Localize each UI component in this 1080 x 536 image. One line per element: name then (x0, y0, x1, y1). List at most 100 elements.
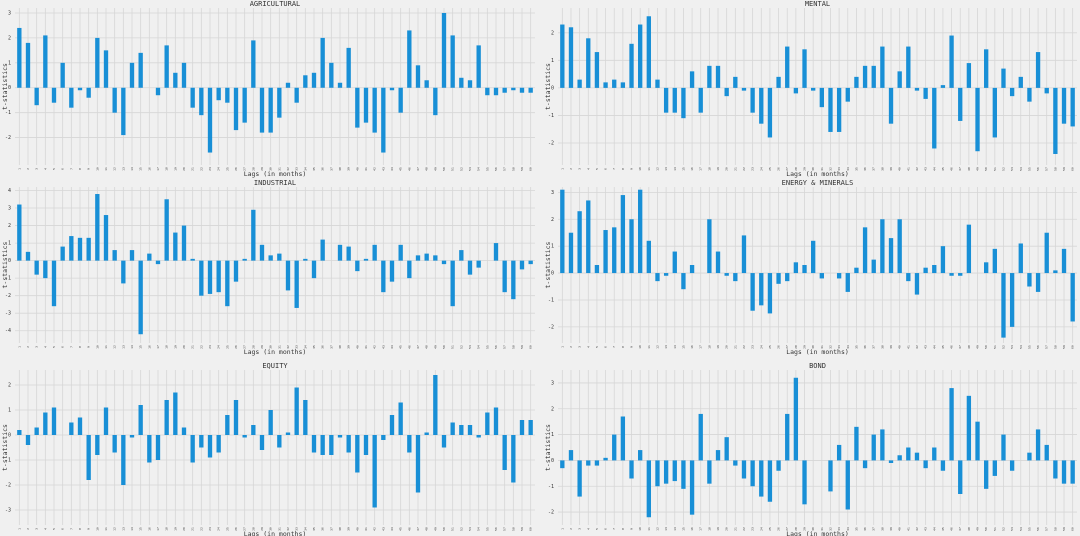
x-tick-label: 57 (1045, 167, 1049, 171)
x-tick-label: 35 (854, 527, 858, 531)
bar (638, 189, 643, 274)
bar (355, 87, 360, 128)
bar (1035, 429, 1041, 461)
bar (715, 65, 721, 88)
x-tick-label: 4 (43, 346, 47, 348)
x-tick-label: 55 (485, 167, 489, 171)
y-tick-label: 2 (551, 217, 554, 223)
x-tick-label: 6 (604, 168, 608, 170)
bar (181, 225, 187, 261)
bar (992, 460, 997, 476)
x-tick-label: 57 (503, 527, 507, 531)
x-tick-label: 49 (433, 167, 437, 171)
x-tick-label: 24 (217, 527, 221, 531)
x-tick-label: 22 (199, 167, 203, 171)
x-tick-label: 5 (52, 168, 56, 170)
bar (225, 415, 230, 435)
x-axis-label: Lags (in months) (786, 170, 849, 178)
bar (511, 260, 516, 300)
x-tick-label: 31 (277, 345, 281, 349)
bar (485, 87, 490, 96)
bar (329, 62, 334, 88)
y-tick-label: 1 (551, 244, 554, 250)
bar (949, 35, 954, 88)
x-tick-label: 23 (751, 527, 755, 531)
y-tick-label: 3 (551, 380, 554, 386)
bar (914, 273, 920, 295)
x-tick-label: 55 (1027, 527, 1031, 531)
bar (862, 65, 868, 88)
x-tick-label: 27 (785, 345, 789, 349)
y-tick-label: 0 (551, 85, 554, 91)
bar (923, 460, 928, 469)
bar (767, 460, 773, 502)
x-tick-label: 10 (638, 167, 642, 171)
x-tick-label: 11 (104, 345, 108, 349)
x-tick-label: 26 (234, 167, 238, 171)
bar (785, 273, 790, 282)
bar (1009, 87, 1015, 97)
x-tick-label: 39 (889, 167, 893, 171)
x-tick-label: 9 (87, 168, 91, 170)
bar (707, 219, 712, 274)
bar (277, 87, 282, 118)
bar (932, 447, 937, 461)
bar (485, 412, 490, 435)
x-tick-label: 46 (950, 167, 954, 171)
x-tick-label: 49 (976, 527, 980, 531)
bar (407, 30, 412, 88)
x-tick-label: 25 (768, 527, 772, 531)
bar (381, 87, 386, 153)
x-tick-label: 23 (208, 345, 212, 349)
bar (1070, 273, 1075, 322)
x-tick-label: 51 (451, 527, 455, 531)
x-tick-label: 19 (716, 527, 720, 531)
bar (424, 80, 429, 88)
y-tick-label: 0 (8, 85, 11, 91)
x-tick-label: 3 (35, 528, 39, 530)
x-tick-label: 8 (621, 528, 625, 530)
x-tick-label: 17 (699, 345, 703, 349)
x-tick-label: 51 (451, 167, 455, 171)
bar (914, 452, 920, 461)
bar (34, 427, 39, 435)
bar (389, 260, 395, 282)
bar (60, 62, 65, 88)
bar (759, 460, 764, 497)
x-tick-label: 33 (295, 527, 299, 531)
bar (17, 430, 22, 435)
x-tick-label: 18 (165, 345, 169, 349)
bar (233, 260, 239, 282)
x-tick-label: 49 (976, 345, 980, 349)
y-tick-label: 2 (8, 223, 11, 229)
y-tick-label: -4 (5, 328, 11, 334)
x-tick-label: 54 (477, 345, 481, 349)
bar (1044, 232, 1049, 274)
x-tick-label: 57 (503, 345, 507, 349)
y-axis-label: t-statistics (1, 63, 9, 110)
x-tick-label: 49 (976, 167, 980, 171)
bar (77, 417, 83, 435)
bar (77, 87, 83, 91)
x-tick-label: 37 (872, 167, 876, 171)
x-tick-label: 54 (477, 167, 481, 171)
x-tick-label: 22 (742, 527, 746, 531)
x-tick-label: 36 (863, 527, 867, 531)
x-tick-label: 17 (156, 527, 160, 531)
bar (741, 235, 747, 274)
x-tick-label: 18 (165, 527, 169, 531)
bar (724, 273, 729, 276)
y-axis-label: t-statistics (544, 241, 552, 288)
bar (424, 432, 429, 435)
bar (173, 392, 178, 435)
x-axis-label: Lags (in months) (786, 348, 849, 356)
bar (862, 460, 868, 469)
bar (629, 219, 634, 274)
x-tick-label: 58 (1053, 527, 1057, 531)
bar (1061, 460, 1067, 484)
x-tick-label: 52 (459, 527, 463, 531)
x-tick-label: 43 (381, 167, 385, 171)
x-tick-label: 7 (69, 346, 73, 348)
bar (958, 460, 963, 494)
y-tick-label: -2 (5, 483, 11, 489)
